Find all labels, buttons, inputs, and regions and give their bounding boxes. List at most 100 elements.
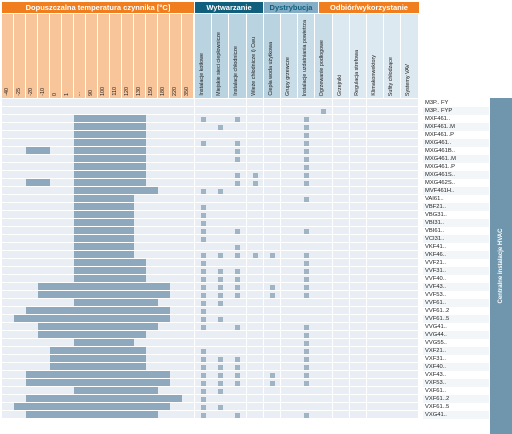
- usage-mark: [218, 356, 224, 362]
- product-name[interactable]: VKF46..: [423, 251, 489, 259]
- product-name[interactable]: VXF61..2: [423, 395, 489, 403]
- usage-cell: [298, 291, 315, 299]
- table-row: VVG41..: [0, 323, 490, 331]
- product-name[interactable]: MXF461..P: [425, 132, 454, 138]
- usage-cell: [298, 171, 315, 179]
- temp-cell: [110, 363, 122, 371]
- usage-mark: [235, 364, 241, 370]
- usage-cell: [401, 331, 419, 339]
- temp-cell: [110, 315, 122, 323]
- usage-cell: [229, 171, 247, 179]
- usage-cell: [298, 267, 315, 275]
- temp-col-label: -40: [3, 88, 10, 96]
- product-name[interactable]: VXG41..: [423, 411, 489, 419]
- usage-mark: [304, 140, 310, 146]
- product-name[interactable]: VVF21..: [425, 260, 446, 266]
- usage-cell: [401, 195, 419, 203]
- product-name[interactable]: MXG462S..: [425, 180, 455, 186]
- product-name[interactable]: VXF21..: [423, 347, 489, 355]
- usage-cell: [332, 363, 350, 371]
- product-name[interactable]: VVG41..: [425, 324, 447, 330]
- product-name[interactable]: MXG461B..: [425, 148, 455, 154]
- temp-cell: [122, 179, 134, 187]
- product-name[interactable]: VVF43..: [423, 283, 489, 291]
- product-name[interactable]: VXF43..: [425, 372, 446, 378]
- usage-cell: [367, 259, 384, 267]
- usage-cell: [315, 99, 333, 107]
- product-name[interactable]: VVG44..: [423, 331, 489, 339]
- usage-mark: [269, 284, 275, 290]
- temp-cell: [146, 155, 158, 163]
- usage-cell: [384, 219, 401, 227]
- product-name[interactable]: VXF61..5: [425, 404, 450, 410]
- product-name[interactable]: VBF21..: [423, 203, 489, 211]
- temp-cell: [110, 147, 122, 155]
- usage-cell: [384, 371, 401, 379]
- usage-cell: [315, 355, 333, 363]
- product-name[interactable]: VXF61..: [425, 388, 446, 394]
- table-row: MXF461..M: [0, 123, 490, 131]
- product-name[interactable]: VVG55..: [425, 340, 447, 346]
- usage-cell: [367, 363, 384, 371]
- temp-cell: [62, 379, 74, 387]
- product-name[interactable]: VBG31..: [425, 212, 447, 218]
- temp-cell: [86, 355, 98, 363]
- usage-cell: [401, 411, 419, 419]
- usage-cell: [212, 235, 229, 243]
- product-name[interactable]: VVF53..: [425, 292, 446, 298]
- temp-cell: [14, 163, 26, 171]
- temp-cell: [26, 323, 38, 331]
- product-name[interactable]: VVF61..2: [425, 308, 450, 314]
- usage-cell: [229, 395, 247, 403]
- temp-cell: [110, 107, 122, 115]
- usage-cell: [263, 251, 281, 259]
- product-name[interactable]: VVF61..5: [423, 315, 489, 323]
- product-name[interactable]: MXG461..P: [425, 164, 455, 170]
- temp-cell: [122, 315, 134, 323]
- temp-cell: [158, 339, 170, 347]
- product-name[interactable]: M3P.. FYP: [423, 107, 489, 115]
- temp-cell: [74, 131, 86, 139]
- temp-cell: [182, 275, 194, 283]
- usage-cell: [263, 155, 281, 163]
- temp-cell: [158, 323, 170, 331]
- product-name[interactable]: MXF461..M: [423, 123, 489, 131]
- usage-cell: [195, 355, 212, 363]
- usage-cell: [263, 131, 281, 139]
- temp-cell: [38, 387, 50, 395]
- product-name[interactable]: MXF461..: [425, 116, 451, 122]
- product-name[interactable]: VVF61..: [423, 299, 489, 307]
- usage-mark: [218, 388, 224, 394]
- product-name[interactable]: VVF31..: [423, 267, 489, 275]
- temp-cell: [134, 307, 146, 315]
- usage-mark: [304, 196, 310, 202]
- temp-cell: [74, 163, 86, 171]
- product-name[interactable]: M3P.. FY: [425, 100, 449, 106]
- usage-cell: [384, 355, 401, 363]
- usage-mark: [201, 140, 206, 146]
- product-name[interactable]: VBI61..: [425, 228, 445, 234]
- usage-cell: [263, 235, 281, 243]
- product-name[interactable]: VXF31..: [425, 356, 446, 362]
- usage-cell: [281, 211, 298, 219]
- product-name[interactable]: VBI31..: [423, 219, 489, 227]
- product-name[interactable]: MXG461..M: [423, 155, 489, 163]
- product-name[interactable]: VVF40..: [425, 276, 446, 282]
- temp-cell: [134, 155, 146, 163]
- temp-cell: [74, 179, 86, 187]
- product-name[interactable]: MVF461H..: [423, 187, 489, 195]
- temp-cell: [14, 323, 26, 331]
- usage-mark: [201, 292, 206, 298]
- usage-cell: [263, 307, 281, 315]
- product-name[interactable]: VXF53..: [423, 379, 489, 387]
- product-name[interactable]: VCI31..: [423, 235, 489, 243]
- temp-cell: [2, 315, 14, 323]
- product-name[interactable]: MXG461S..: [423, 171, 489, 179]
- product-name[interactable]: MXG461..: [423, 139, 489, 147]
- usage-cell: [367, 115, 384, 123]
- product-name[interactable]: VXF40..: [423, 363, 489, 371]
- usage-mark: [321, 108, 327, 114]
- product-name[interactable]: VAI61..: [425, 196, 444, 202]
- temp-cell: [122, 363, 134, 371]
- product-name[interactable]: VKF41..: [425, 244, 446, 250]
